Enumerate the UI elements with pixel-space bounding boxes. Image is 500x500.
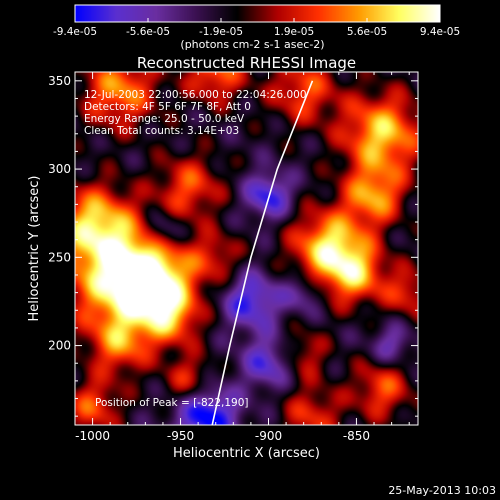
y-axis-ticks: 200 250 300 350 xyxy=(48,74,418,417)
colorbar-tick-label: -5.6e-05 xyxy=(126,26,170,38)
y-axis-label: Heliocentric Y (arcsec) xyxy=(27,176,42,322)
colorbar-unit-label: (photons cm-2 s-1 asec-2) xyxy=(180,38,324,51)
colorbar-tick-label: -9.4e-05 xyxy=(53,26,97,38)
y-tick-label: 250 xyxy=(48,250,71,264)
annotation-line: Detectors: 4F 5F 6F 7F 8F, Att 0 xyxy=(84,101,251,113)
x-axis-label: Heliocentric X (arcsec) xyxy=(173,446,320,461)
colorbar-ticks: -9.4e-05 -5.6e-05 -1.9e-05 1.9e-05 5.6e-05 9.… xyxy=(53,18,460,38)
y-tick-label: 200 xyxy=(48,339,71,353)
annotation-line: 12-Jul-2003 22:00:56.000 to 22:04:26.000 xyxy=(84,89,307,101)
x-tick-label: -1000 xyxy=(75,429,110,443)
colorbar-gradient xyxy=(75,5,440,22)
annotation-line: Clean Total counts: 3.14E+03 xyxy=(84,125,239,137)
colorbar: -9.4e-05 -5.6e-05 -1.9e-05 1.9e-05 5.6e-05 9.… xyxy=(53,4,460,51)
plot-frame xyxy=(74,71,419,426)
peak-position-label: Position of Peak = [-822,190] xyxy=(95,397,249,409)
solar-limb-curve xyxy=(211,80,314,425)
footer-timestamp: 25-May-2013 10:03 xyxy=(388,484,496,497)
x-tick-label: -900 xyxy=(255,429,282,443)
x-tick-label: -850 xyxy=(343,429,370,443)
colorbar-tick-label: 9.4e-05 xyxy=(420,26,460,38)
annotation-line: Energy Range: 25.0 - 50.0 keV xyxy=(84,113,245,125)
x-axis-ticks: -1000 -950 -900 -850 xyxy=(75,72,410,443)
y-tick-label: 350 xyxy=(48,74,71,88)
colorbar-tick-label: -1.9e-05 xyxy=(199,26,243,38)
colorbar-frame xyxy=(74,4,441,23)
heatmap-image xyxy=(75,72,418,425)
colorbar-tick-label: 1.9e-05 xyxy=(274,26,314,38)
annotations: 12-Jul-2003 22:00:56.000 to 22:04:26.000… xyxy=(84,89,307,137)
y-tick-label: 300 xyxy=(48,162,71,176)
plot-area: -1000 -950 -900 -850 200 250 300 350 12-Jul-20… xyxy=(48,71,419,443)
x-tick-label: -950 xyxy=(167,429,194,443)
colorbar-tick-label: 5.6e-05 xyxy=(347,26,387,38)
chart-title: Reconstructed RHESSI Image xyxy=(137,54,356,72)
